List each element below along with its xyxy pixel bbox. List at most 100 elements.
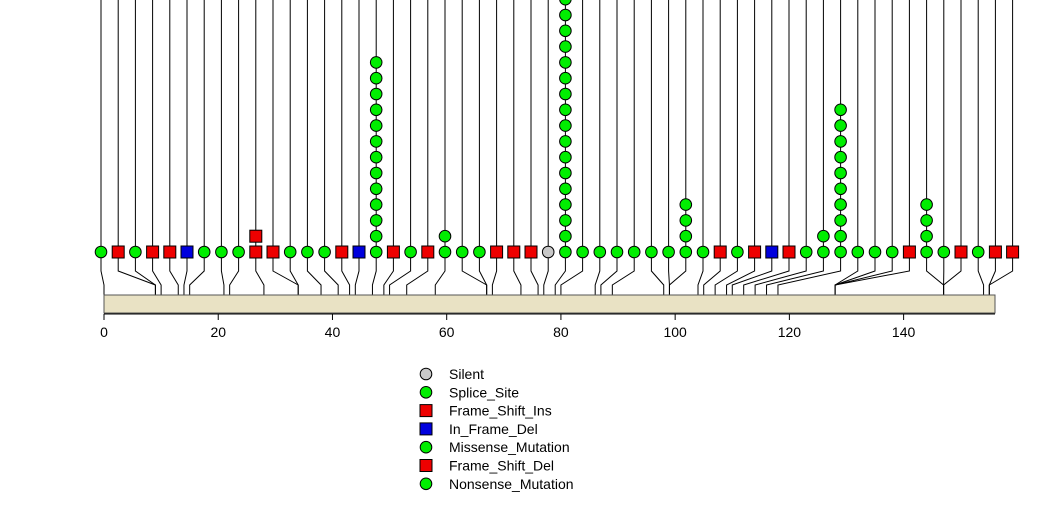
- legend-label-fsi: Frame_Shift_Ins: [449, 403, 552, 419]
- mutation-marker-16-0: [369, 245, 383, 259]
- legend-marker-nonsense: [419, 477, 433, 491]
- mutation-marker-27-13: [559, 40, 572, 53]
- mutation-marker-15-0: [352, 245, 366, 259]
- mutation-marker-16-10: [369, 87, 383, 101]
- mutation-marker-27-10: [559, 87, 572, 101]
- mutation-marker-27-14: [559, 24, 572, 38]
- mutation-marker-12-0: [301, 245, 314, 259]
- mutation-marker-14-0: [335, 245, 349, 259]
- mutation-marker-11-0: [283, 245, 297, 259]
- x-tick-label-140: 140: [892, 324, 916, 340]
- mutation-marker-50-0: [954, 245, 968, 259]
- mutation-marker-45-0: [868, 245, 882, 259]
- mutation-marker-48-0: [920, 245, 933, 259]
- x-tick-label-0: 0: [100, 324, 108, 340]
- mutation-marker-24-0: [507, 245, 521, 259]
- mutation-marker-20-0: [438, 245, 452, 259]
- legend-marker-splice: [419, 386, 433, 399]
- mutation-marker-5-0: [180, 245, 194, 259]
- mutation-marker-10-0: [266, 245, 280, 259]
- mutation-marker-43-1: [834, 229, 847, 243]
- legend: Silent Splice_Site Frame_Shift_Ins In_Frame…: [419, 366, 574, 492]
- mutation-marker-43-4: [834, 182, 847, 196]
- mutation-marker-9-0: [249, 245, 263, 259]
- mutation-marker-51-0: [971, 245, 985, 259]
- x-axis: 0 20 40 60 80 100 120 140: [100, 313, 995, 340]
- mutation-marker-13-0: [318, 245, 331, 259]
- mutation-markers: [94, 0, 1020, 259]
- mutation-marker-23-0: [490, 245, 504, 259]
- mutation-marker-42-0: [817, 245, 830, 259]
- mutation-marker-41-0: [799, 245, 813, 259]
- x-tick-label-20: 20: [210, 324, 226, 340]
- mutation-marker-16-5: [369, 166, 383, 180]
- mutation-marker-16-11: [369, 71, 383, 85]
- legend-label-nonsense: Nonsense_Mutation: [449, 476, 574, 492]
- mutation-marker-4-0: [163, 245, 177, 259]
- x-tick-label-100: 100: [663, 324, 687, 340]
- mutation-marker-44-0: [851, 245, 865, 259]
- mutation-marker-46-0: [885, 245, 899, 259]
- mutation-marker-43-6: [834, 150, 847, 164]
- mutation-marker-8-0: [232, 245, 245, 259]
- mutation-marker-49-0: [937, 245, 951, 259]
- mutation-marker-52-0: [988, 245, 1002, 259]
- mutation-marker-20-1: [438, 229, 452, 243]
- mutation-marker-43-3: [834, 198, 847, 211]
- mutation-marker-19-0: [421, 245, 435, 259]
- lollipop-stems: [100, 0, 1014, 252]
- mutation-marker-27-9: [559, 103, 572, 117]
- mutation-marker-39-0: [765, 245, 779, 259]
- legend-label-fsd: Frame_Shift_Del: [449, 458, 554, 474]
- mutation-marker-31-0: [627, 245, 641, 259]
- legend-label-ifd: In_Frame_Del: [449, 421, 538, 437]
- mutation-marker-43-2: [834, 214, 847, 227]
- x-tick-label-120: 120: [778, 324, 802, 340]
- mutation-marker-48-1: [920, 229, 933, 243]
- mutation-marker-34-2: [679, 214, 693, 227]
- mutation-marker-21-0: [455, 245, 469, 259]
- mutation-marker-7-0: [215, 245, 228, 259]
- legend-label-missense: Missense_Mutation: [449, 439, 570, 455]
- legend-marker-ifd: [419, 422, 433, 436]
- legend-marker-missense: [419, 440, 433, 454]
- mutation-marker-30-0: [610, 245, 624, 259]
- mutation-marker-27-16: [559, 0, 572, 6]
- mutation-marker-53-0: [1006, 245, 1020, 259]
- mutation-marker-18-0: [404, 245, 417, 259]
- mutation-marker-16-1: [369, 229, 383, 243]
- mutation-marker-17-0: [386, 245, 400, 259]
- mutation-marker-48-2: [920, 214, 933, 227]
- mutation-marker-27-11: [559, 71, 572, 85]
- mutation-marker-16-8: [369, 119, 383, 132]
- mutation-marker-0-0: [94, 245, 108, 259]
- mutation-marker-16-2: [369, 214, 383, 227]
- legend-label-silent: Silent: [449, 366, 484, 382]
- mutation-marker-27-15: [559, 8, 572, 22]
- legend-marker-silent: [419, 367, 433, 381]
- mutation-marker-48-3: [920, 198, 933, 211]
- mutation-marker-16-4: [369, 182, 383, 196]
- mutation-marker-27-5: [559, 166, 572, 180]
- mutation-marker-42-1: [817, 229, 830, 243]
- mutation-marker-38-0: [748, 245, 762, 259]
- mutation-marker-43-9: [834, 103, 847, 117]
- protein-bar-group: [103, 294, 996, 314]
- mutation-marker-35-0: [696, 245, 710, 259]
- mutation-marker-37-0: [731, 245, 744, 259]
- mutation-marker-16-7: [369, 135, 383, 148]
- mutation-marker-16-3: [369, 198, 383, 211]
- mutation-marker-40-0: [782, 245, 796, 259]
- mutation-marker-43-8: [834, 119, 847, 132]
- mutation-marker-9-1: [249, 229, 263, 243]
- x-tick-label-60: 60: [439, 324, 455, 340]
- mutation-marker-27-4: [559, 182, 572, 196]
- mutation-marker-27-8: [559, 119, 572, 132]
- mutation-marker-27-2: [559, 214, 572, 227]
- mutation-marker-36-0: [713, 245, 727, 259]
- mutation-marker-2-0: [129, 245, 142, 259]
- mutation-marker-6-0: [197, 245, 211, 259]
- x-tick-label-80: 80: [553, 324, 569, 340]
- mutation-marker-27-0: [559, 245, 572, 259]
